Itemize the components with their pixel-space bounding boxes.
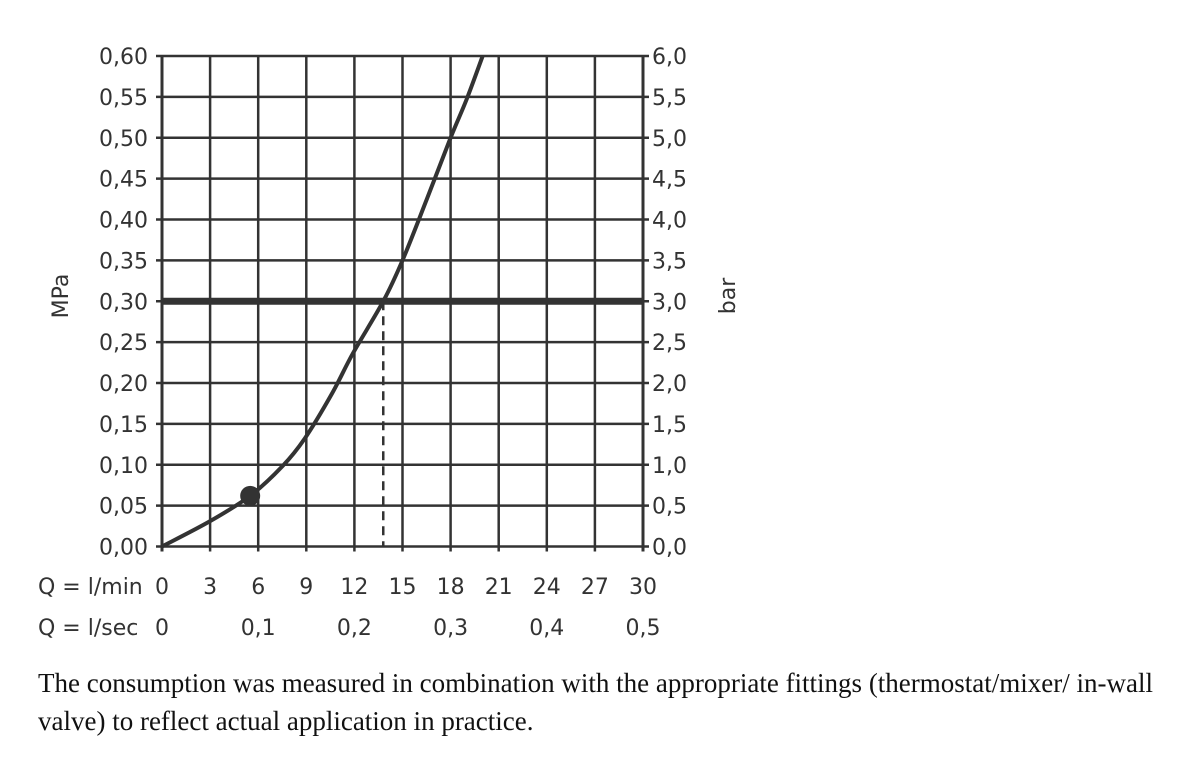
x-tick-label: 0 xyxy=(155,616,169,641)
x-tick-label: 0,4 xyxy=(529,616,564,641)
x-axis-label: Q = l/min xyxy=(38,575,143,600)
y-tick-label-left: 0,15 xyxy=(99,413,148,438)
y-tick-label-right: 4,0 xyxy=(652,209,687,234)
y-tick-label-right: 3,0 xyxy=(652,290,687,315)
y-tick-label-right: 3,5 xyxy=(652,249,687,274)
y-tick-label-left: 0,05 xyxy=(99,495,148,520)
pressure-flow-chart: 0,00 0,00,05 0,50,10 1,00,15 1,50,20 2,00,25 2… xyxy=(38,45,741,641)
y-tick-label-right: 1,5 xyxy=(652,413,687,438)
x-tick-label: 30 xyxy=(629,575,657,600)
x-tick-label: 18 xyxy=(437,575,465,600)
y-tick-label-left: 0,50 xyxy=(99,127,148,152)
x-tick-label: 3 xyxy=(203,575,217,600)
x-tick-label: 0,1 xyxy=(241,616,276,641)
x-tick-label: 24 xyxy=(533,575,561,600)
x-tick-label: 27 xyxy=(581,575,609,600)
marker-point xyxy=(240,485,261,506)
y-tick-label-left: 0,20 xyxy=(99,372,148,397)
y-tick-label-right: 1,0 xyxy=(652,454,687,479)
y-axis-label-left: MPa xyxy=(49,274,74,319)
y-tick-label-left: 0,40 xyxy=(99,209,148,234)
y-tick-label-left: 0,10 xyxy=(99,454,148,479)
y-tick-label-right: 0,5 xyxy=(652,495,687,520)
y-tick-label-left: 0,55 xyxy=(99,86,148,111)
y-tick-label-right: 2,5 xyxy=(652,331,687,356)
x-tick-label: 12 xyxy=(340,575,368,600)
y-tick-label-right: 5,5 xyxy=(652,86,687,111)
x-tick-label: 0 xyxy=(155,575,169,600)
y-tick-label-right: 2,0 xyxy=(652,372,687,397)
y-tick-label-left: 0,35 xyxy=(99,249,148,274)
x-tick-label: 15 xyxy=(389,575,417,600)
y-tick-label-left: 0,45 xyxy=(99,168,148,193)
y-tick-label-left: 0,60 xyxy=(99,45,148,70)
x-tick-label: 6 xyxy=(251,575,265,600)
y-tick-label-left: 0,30 xyxy=(99,290,148,315)
y-tick-label-left: 0,00 xyxy=(99,536,148,561)
x-axis-label: Q = l/sec xyxy=(38,616,138,641)
x-tick-label: 0,2 xyxy=(337,616,372,641)
y-tick-label-right: 4,5 xyxy=(652,168,687,193)
y-axis-label-right: bar xyxy=(716,277,741,314)
x-tick-label: 21 xyxy=(485,575,513,600)
x-tick-label: 0,5 xyxy=(626,616,661,641)
y-tick-label-right: 0,0 xyxy=(652,536,687,561)
x-tick-label: 9 xyxy=(299,575,313,600)
caption: The consumption was measured in combinat… xyxy=(38,668,1153,736)
y-tick-label-right: 6,0 xyxy=(652,45,687,70)
y-tick-label-right: 5,0 xyxy=(652,127,687,152)
x-tick-label: 0,3 xyxy=(433,616,468,641)
y-tick-label-left: 0,25 xyxy=(99,331,148,356)
